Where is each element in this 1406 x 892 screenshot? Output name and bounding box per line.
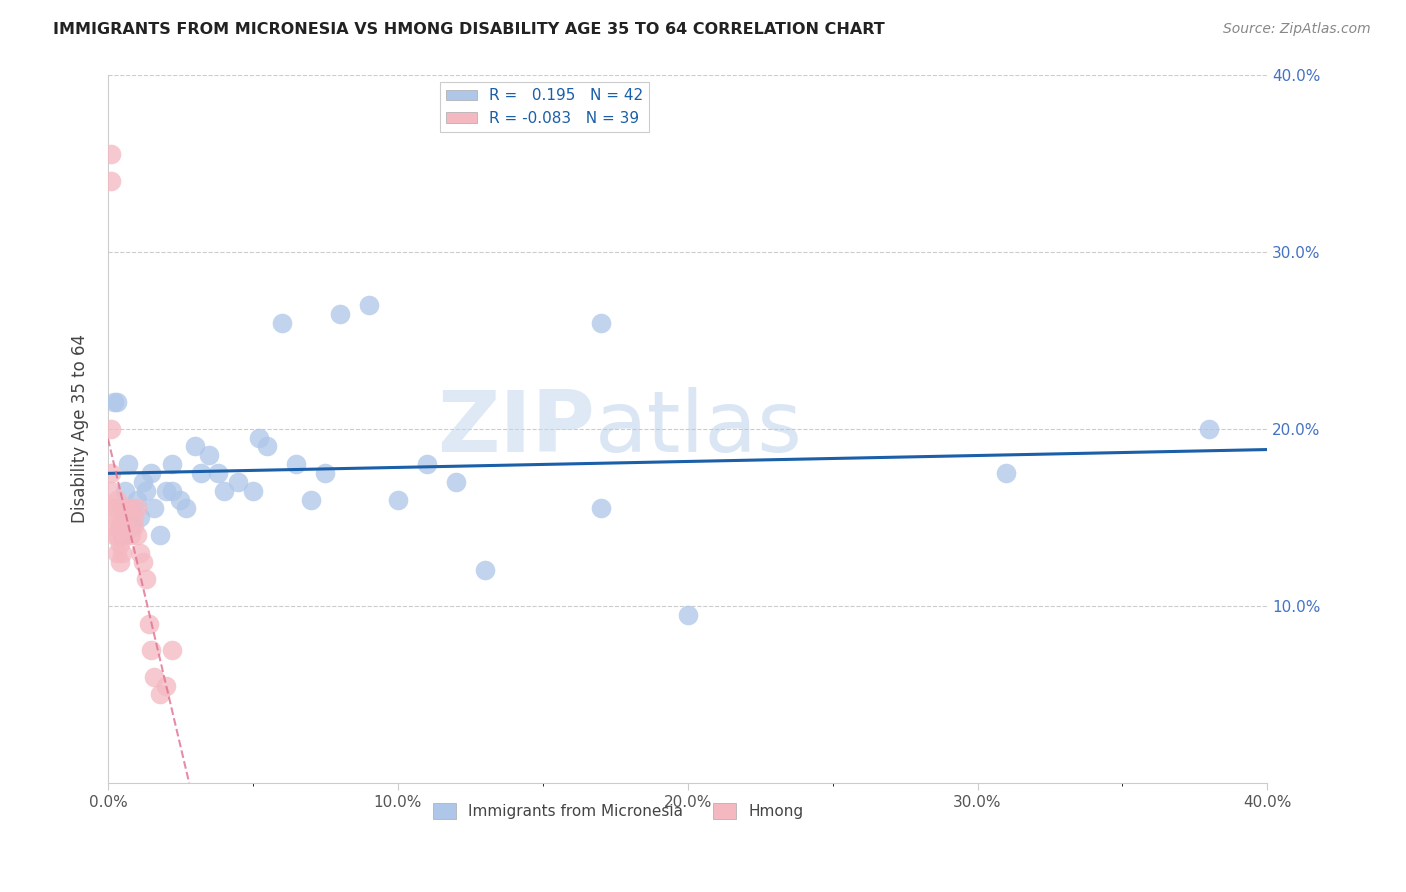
Point [174,501,197,516]
Point [103,395,125,409]
Point [160,643,183,657]
Text: IMMIGRANTS FROM MICRONESIA VS HMONG DISABILITY AGE 35 TO 64 CORRELATION CHART: IMMIGRANTS FROM MICRONESIA VS HMONG DISA… [53,22,886,37]
Point [117,501,139,516]
Point [138,616,160,631]
Point [122,519,145,533]
Point [114,483,136,498]
Point [387,492,409,507]
Point [155,679,177,693]
Point [155,483,177,498]
Point [120,519,142,533]
Point [103,501,125,516]
Point [105,395,128,409]
Point [111,546,134,560]
Point [995,466,1018,480]
Point [114,519,136,533]
Point [589,316,612,330]
Point [247,431,270,445]
Point [105,501,128,516]
Point [169,492,191,507]
Point [120,501,142,516]
Point [128,510,150,524]
Point [416,457,439,471]
Point [100,422,122,436]
Point [108,519,131,533]
Point [117,457,139,471]
Point [125,528,148,542]
Point [190,466,212,480]
Point [149,688,172,702]
Point [103,510,125,524]
Point [103,528,125,542]
Point [198,448,221,462]
Point [149,528,172,542]
Point [122,510,145,524]
Point [228,475,250,489]
Point [100,174,122,188]
Point [105,546,128,560]
Text: Source: ZipAtlas.com: Source: ZipAtlas.com [1223,22,1371,37]
Point [100,483,122,498]
Point [160,457,183,471]
Point [474,564,496,578]
Text: atlas: atlas [595,387,803,470]
Point [589,501,612,516]
Point [108,555,131,569]
Point [1198,422,1220,436]
Point [125,492,148,507]
Point [143,670,166,684]
Point [184,440,207,454]
Point [141,466,163,480]
Point [143,501,166,516]
Point [105,528,128,542]
Point [135,483,157,498]
Legend: Immigrants from Micronesia, Hmong: Immigrants from Micronesia, Hmong [426,797,810,825]
Point [117,519,139,533]
Point [120,528,142,542]
Point [676,607,699,622]
Point [444,475,467,489]
Point [111,501,134,516]
Point [103,519,125,533]
Point [285,457,308,471]
Point [111,519,134,533]
Point [100,466,122,480]
Point [111,528,134,542]
Point [207,466,229,480]
Point [114,501,136,516]
Point [141,643,163,657]
Point [256,440,278,454]
Point [105,492,128,507]
Point [160,483,183,498]
Point [128,546,150,560]
Point [132,555,155,569]
Point [212,483,235,498]
Point [314,466,336,480]
Point [132,475,155,489]
Point [108,537,131,551]
Point [242,483,264,498]
Point [100,147,122,161]
Y-axis label: Disability Age 35 to 64: Disability Age 35 to 64 [72,334,89,524]
Point [135,572,157,586]
Point [125,501,148,516]
Point [270,316,292,330]
Point [114,528,136,542]
Text: ZIP: ZIP [437,387,595,470]
Point [357,298,380,312]
Point [299,492,322,507]
Point [329,307,352,321]
